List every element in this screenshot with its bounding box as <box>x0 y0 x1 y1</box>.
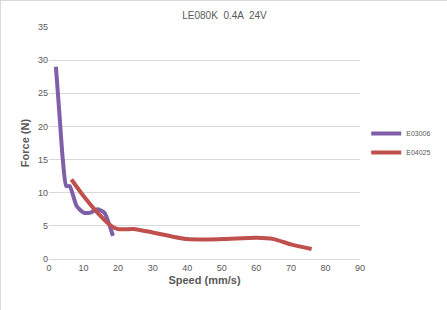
svg-text:15: 15 <box>38 155 48 165</box>
svg-text:60: 60 <box>251 263 261 273</box>
svg-text:25: 25 <box>38 88 48 98</box>
svg-text:Speed (mm/s): Speed (mm/s) <box>168 274 240 286</box>
svg-text:LE080K 0.4A 24V: LE080K 0.4A 24V <box>182 10 267 21</box>
svg-text:0: 0 <box>46 263 51 273</box>
svg-text:20: 20 <box>113 263 123 273</box>
svg-text:E04025: E04025 <box>406 149 430 156</box>
svg-text:80: 80 <box>320 263 330 273</box>
svg-text:90: 90 <box>355 263 365 273</box>
svg-text:Force (N): Force (N) <box>19 119 31 168</box>
svg-text:50: 50 <box>217 263 227 273</box>
svg-text:10: 10 <box>38 188 48 198</box>
svg-text:20: 20 <box>38 122 48 132</box>
svg-text:5: 5 <box>43 221 48 231</box>
svg-text:10: 10 <box>79 263 89 273</box>
svg-text:40: 40 <box>182 263 192 273</box>
svg-text:70: 70 <box>286 263 296 273</box>
svg-text:30: 30 <box>38 55 48 65</box>
svg-text:30: 30 <box>148 263 158 273</box>
svg-text:0: 0 <box>43 254 48 264</box>
svg-text:E03006: E03006 <box>406 130 430 137</box>
svg-text:35: 35 <box>38 22 48 32</box>
